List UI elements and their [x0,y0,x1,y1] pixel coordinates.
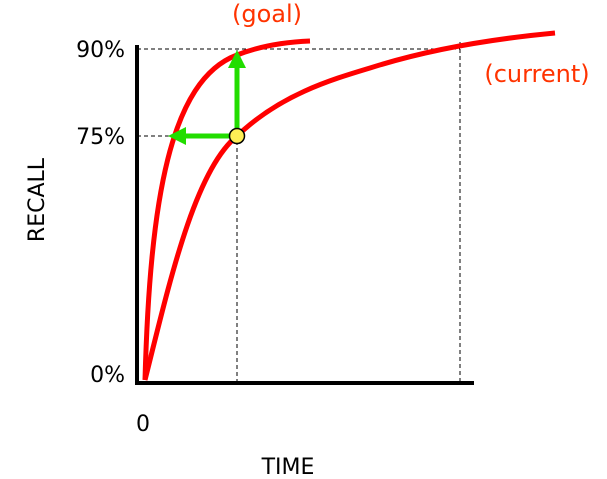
point [228,127,246,145]
current-label: (current) [484,60,589,88]
arrow-head [168,127,186,145]
goal-curve [142,38,311,381]
x-tick-label: 0 [136,412,150,437]
y-tick-label: 0% [90,363,125,388]
goal-label: (goal) [232,0,302,28]
x-axis-label: TIME [261,455,315,479]
y-axis-label: RECALL [25,157,50,242]
y-tick-label: 75% [76,125,125,150]
y-tick-label: 90% [76,38,125,63]
arrow-head [228,50,246,68]
current-curve [142,30,556,381]
